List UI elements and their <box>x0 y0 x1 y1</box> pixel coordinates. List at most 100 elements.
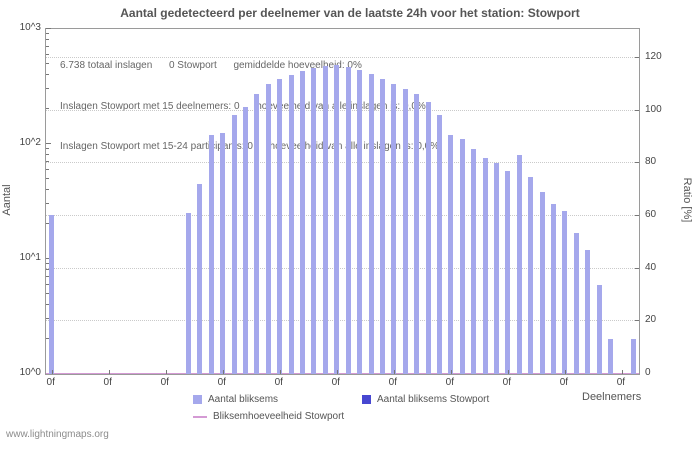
minor-tick-mark <box>46 73 49 75</box>
bar <box>562 211 568 374</box>
bar <box>322 65 328 374</box>
x-tick-label: 0f <box>616 377 626 388</box>
y-right-tick-label: 60 <box>645 208 657 220</box>
legend-swatch-aantal-bliksems <box>193 395 202 404</box>
x-tick-label: 0f <box>445 377 454 388</box>
minor-tick-mark <box>46 223 49 225</box>
y-right-tick-label: 40 <box>645 261 657 273</box>
tick-mark <box>279 370 281 374</box>
bar <box>516 155 522 374</box>
tick-mark <box>336 370 338 374</box>
bar <box>220 132 226 374</box>
y-right-tick-label: 0 <box>645 367 651 378</box>
y-left-tick-label: 10^0 <box>19 367 41 378</box>
bar <box>288 74 294 374</box>
x-tick-label: 0f <box>103 377 112 388</box>
x-tick-label: 0f <box>160 377 169 388</box>
x-tick-label: 0f <box>217 377 226 388</box>
bar <box>493 163 499 374</box>
tick-mark <box>222 370 224 374</box>
x-tick-label: 0f <box>388 377 397 388</box>
bar <box>345 66 351 374</box>
legend-item-aantal-bliksems: Aantal bliksems <box>193 394 278 405</box>
bar <box>197 183 203 374</box>
gridline <box>46 56 639 58</box>
minor-tick-mark <box>46 318 49 320</box>
y-left-tick-label: 10^1 <box>19 252 41 263</box>
bar <box>585 249 591 374</box>
bar <box>573 232 579 374</box>
x-tick-label: 0f <box>46 377 55 388</box>
y-left-tick-label: 10^3 <box>19 22 41 33</box>
annotation-line-1: 6.738 totaal inslagen 0 Stowport gemidde… <box>60 60 362 71</box>
legend-label-aantal-bliksems-stowport: Aantal bliksems Stowport <box>377 394 490 405</box>
minor-tick-mark <box>46 154 49 156</box>
gridline <box>46 320 639 322</box>
bar <box>539 192 545 374</box>
minor-tick-mark <box>46 53 49 55</box>
bar <box>425 102 431 374</box>
tick-mark <box>450 370 452 374</box>
tick-mark <box>507 370 509 374</box>
y-left-axis-label: Aantal <box>1 184 13 216</box>
y-right-tick-label: 80 <box>645 156 657 168</box>
bar <box>49 215 55 374</box>
tick-mark <box>46 28 51 29</box>
tick-mark <box>51 370 53 374</box>
bar <box>334 64 340 374</box>
gridline <box>46 215 639 216</box>
minor-tick-mark <box>46 39 49 41</box>
gridline <box>46 267 639 269</box>
minor-tick-mark <box>46 303 49 305</box>
bar <box>459 139 465 374</box>
minor-tick-mark <box>46 33 49 35</box>
minor-tick-mark <box>46 148 49 150</box>
x-tick-label: 0f <box>274 377 283 388</box>
minor-tick-mark <box>46 168 49 170</box>
bar <box>505 171 511 374</box>
bar <box>402 89 408 374</box>
x-axis-label: Deelnemers <box>582 391 642 403</box>
tick-mark <box>635 320 639 322</box>
y-left-tick-label: 10^2 <box>19 137 41 148</box>
minor-tick-mark <box>46 292 49 294</box>
bar <box>596 284 602 374</box>
bar <box>391 84 397 374</box>
tick-mark <box>564 370 566 374</box>
bar <box>471 149 477 374</box>
tick-mark <box>393 370 395 374</box>
bar <box>208 134 214 374</box>
legend-item-bliksemhoeveelheid: Bliksemhoeveelheid Stowport <box>193 411 344 422</box>
bar <box>482 158 488 374</box>
minor-tick-mark <box>46 88 49 90</box>
bar <box>448 134 454 374</box>
gridline <box>46 109 639 111</box>
chart-title: Aantal gedetecteerd per deelnemer van de… <box>120 6 580 20</box>
bar <box>436 114 442 374</box>
minor-tick-mark <box>46 188 49 190</box>
y-right-tick-label: 20 <box>645 314 657 326</box>
minor-tick-mark <box>46 338 49 340</box>
bar <box>379 78 385 374</box>
y-right-axis-label: Ratio [%] <box>681 177 693 223</box>
bar <box>277 78 283 374</box>
tick-mark <box>108 370 110 374</box>
legend-line-swatch-bliksemhoeveelheid <box>193 415 207 418</box>
y-right-tick-label: 120 <box>645 50 662 62</box>
legend-item-aantal-bliksems-stowport: Aantal bliksems Stowport <box>362 394 489 405</box>
legend-swatch-aantal-bliksems-stowport <box>362 395 371 404</box>
tick-mark <box>635 267 639 269</box>
tick-mark <box>46 258 51 259</box>
bar <box>243 106 249 374</box>
minor-tick-mark <box>46 283 49 285</box>
x-tick-label: 0f <box>559 377 569 388</box>
legend-label-aantal-bliksems: Aantal bliksems <box>208 394 279 405</box>
tick-mark <box>635 109 639 111</box>
bar <box>368 73 374 374</box>
minor-tick-mark <box>46 203 49 205</box>
minor-tick-mark <box>46 269 49 271</box>
minor-tick-mark <box>46 177 49 179</box>
bar <box>528 176 534 374</box>
x-tick-label: 0f <box>331 377 340 388</box>
